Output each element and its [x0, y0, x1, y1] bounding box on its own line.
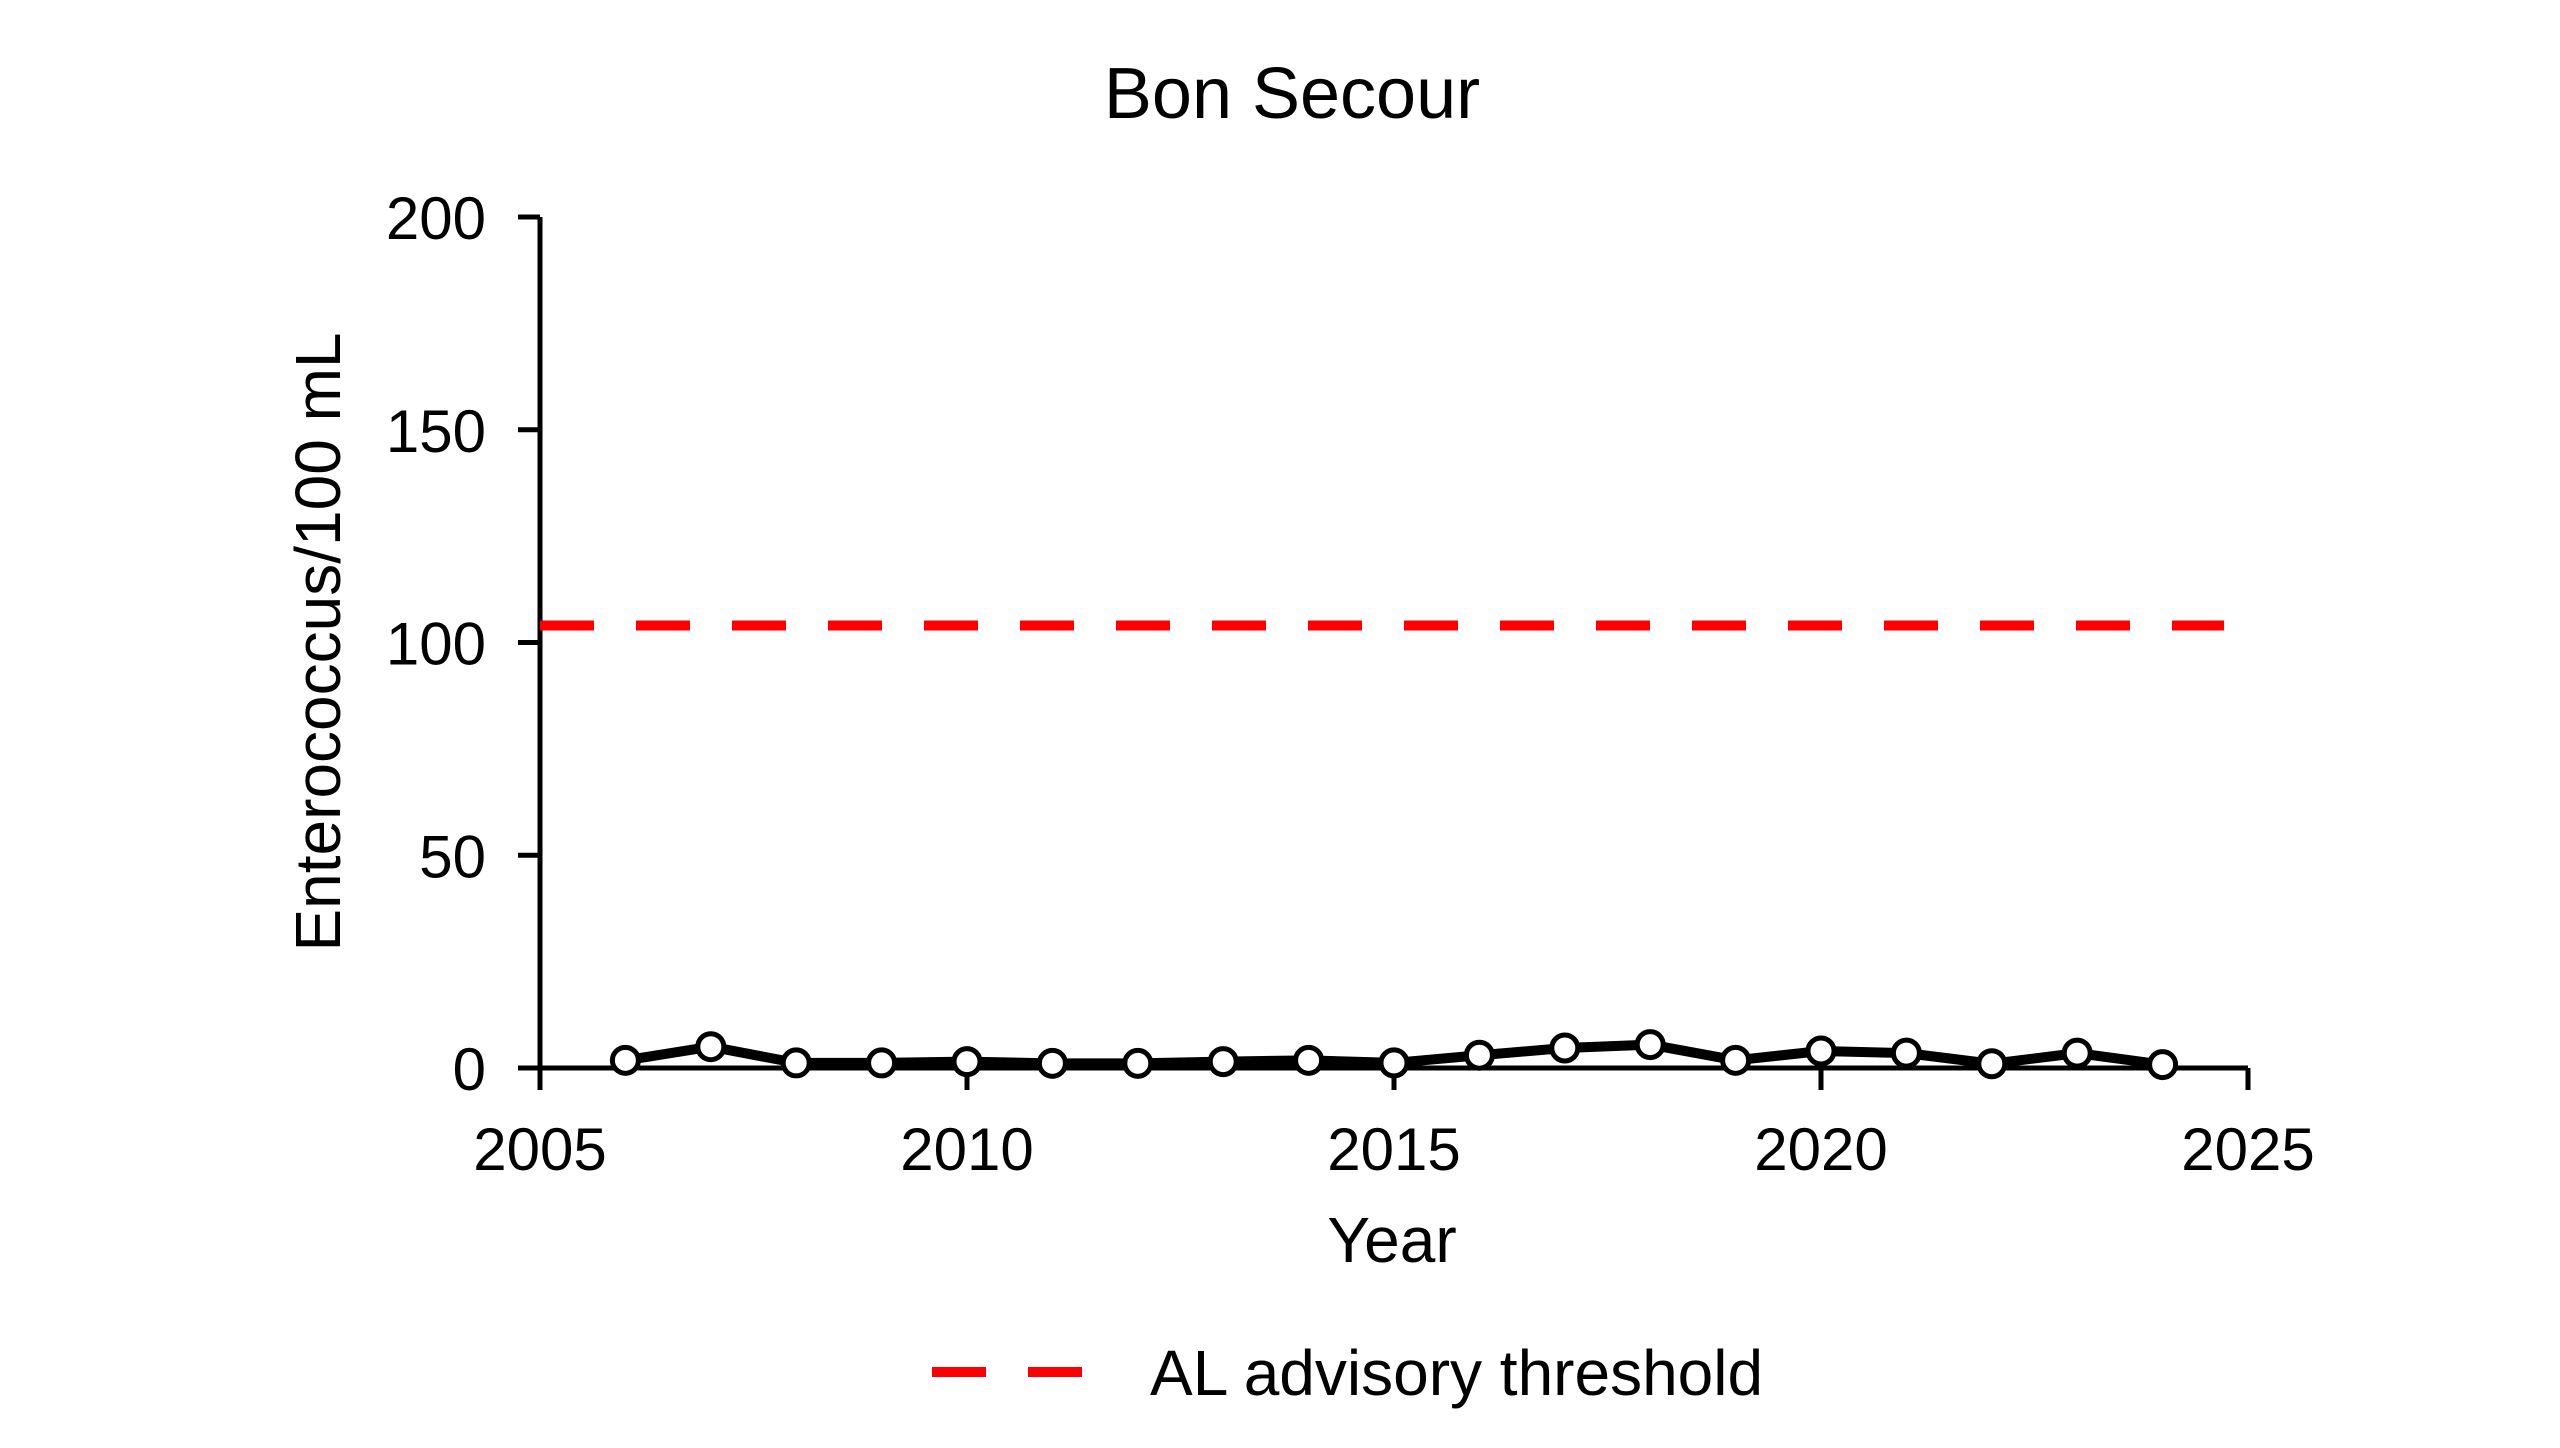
data-point [2061, 1037, 2093, 1069]
x-tick-label: 2025 [2181, 1116, 2314, 1183]
plot-area: 0 50 100 150 200 2005 2010 2015 2020 2025 [386, 185, 2315, 1183]
y-tick-label: 100 [386, 611, 486, 678]
data-point [1463, 1039, 1495, 1071]
data-point [695, 1031, 727, 1063]
data-point [1378, 1047, 1410, 1079]
data-point [1036, 1047, 1068, 1079]
data-point [1549, 1032, 1581, 1064]
y-tick-label: 0 [453, 1036, 486, 1103]
data-point [1207, 1046, 1239, 1078]
data-point [609, 1044, 641, 1076]
data-point [1293, 1044, 1325, 1076]
x-axis-label: Year [1327, 1204, 1456, 1276]
data-point [1634, 1029, 1666, 1061]
x-tick-label: 2020 [1754, 1116, 1887, 1183]
data-point [1122, 1047, 1154, 1079]
data-point [1976, 1048, 2008, 1080]
y-tick-label: 150 [386, 398, 486, 465]
y-axis-label: Enterococcus/100 mL [282, 333, 354, 952]
legend: AL advisory threshold [932, 1337, 1763, 1409]
y-tick-label: 200 [386, 185, 486, 252]
data-point [866, 1047, 898, 1079]
data-point [1805, 1035, 1837, 1067]
x-tick-label: 2015 [1327, 1116, 1460, 1183]
y-tick-label: 50 [419, 823, 486, 890]
x-tick-label: 2005 [473, 1116, 606, 1183]
data-point [951, 1046, 983, 1078]
legend-threshold-label: AL advisory threshold [1150, 1337, 1763, 1409]
x-tick-label: 2010 [900, 1116, 1033, 1183]
data-point [780, 1047, 812, 1079]
chart-title: Bon Secour [1104, 54, 1480, 134]
data-point [2147, 1049, 2179, 1081]
data-point [1720, 1044, 1752, 1076]
data-point [1890, 1037, 1922, 1069]
